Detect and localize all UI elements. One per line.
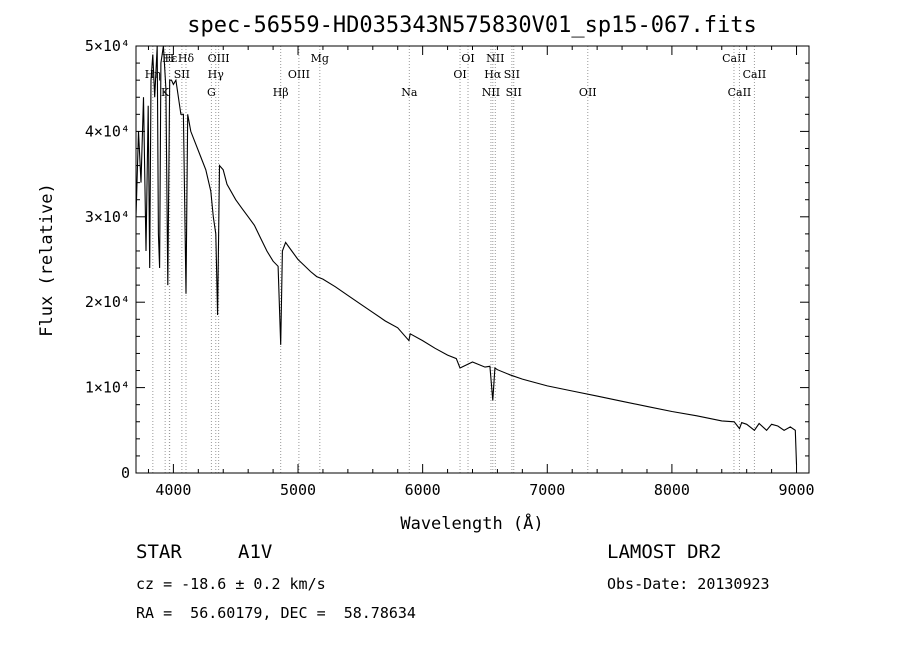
spectrum-line xyxy=(135,45,798,465)
x-tick-label: 6000 xyxy=(405,481,441,499)
y-tick-label: 3×10⁴ xyxy=(85,208,130,226)
line-marker-label: H xyxy=(165,52,175,65)
line-marker-label: CaII xyxy=(728,86,752,99)
x-tick-label: 8000 xyxy=(654,481,690,499)
line-marker-label: Hδ xyxy=(178,52,195,65)
y-tick-label: 1×10⁴ xyxy=(85,379,130,397)
line-marker-label: OI xyxy=(453,68,466,81)
spectral-subclass: A1V xyxy=(238,541,273,563)
line-marker-label: Na xyxy=(401,86,418,99)
line-marker-label: Hη xyxy=(145,68,161,81)
observation-date: Obs-Date: 20130923 xyxy=(607,575,770,593)
survey-name: LAMOST DR2 xyxy=(607,541,722,563)
y-tick-label: 4×10⁴ xyxy=(85,122,130,140)
line-marker-label: Hβ xyxy=(273,86,289,99)
line-marker-label: Hγ xyxy=(208,68,225,81)
line-marker-label: Hα xyxy=(484,68,502,81)
x-tick-label: 9000 xyxy=(778,481,814,499)
line-marker-label: NII xyxy=(486,52,504,65)
line-marker-label: G xyxy=(207,86,216,99)
line-marker-label: OIII xyxy=(288,68,310,81)
line-marker-label: OIII xyxy=(208,52,230,65)
chart-title: spec-56559-HD035343N575830V01_sp15-067.f… xyxy=(187,13,757,38)
line-marker-label: CaII xyxy=(722,52,746,65)
x-tick-label: 7000 xyxy=(529,481,565,499)
line-marker-label: NII xyxy=(482,86,500,99)
y-tick-label: 2×10⁴ xyxy=(85,293,130,311)
y-tick-label: 5×10⁴ xyxy=(85,37,130,55)
y-tick-label: 0 xyxy=(121,464,130,482)
x-tick-label: 4000 xyxy=(155,481,191,499)
line-marker-label: SII xyxy=(506,86,522,99)
line-marker-label: Mg xyxy=(311,52,329,65)
line-marker-label: SII xyxy=(504,68,520,81)
axis-ticks: 4000 5000 6000 7000 8000 9000 0 1×10⁴ 2×10⁴ 3×10⁴… xyxy=(85,37,815,499)
redshift-cz: cz = -18.6 ± 0.2 km/s xyxy=(136,575,326,593)
line-marker-label: OII xyxy=(579,86,597,99)
x-tick-label: 5000 xyxy=(280,481,316,499)
plot-frame xyxy=(135,45,810,474)
line-marker-label: SII xyxy=(174,68,190,81)
x-axis-label: Wavelength (Å) xyxy=(400,512,543,534)
line-marker-label: OI xyxy=(461,52,474,65)
y-axis-label: Flux (relative) xyxy=(37,183,57,337)
coordinates: RA = 56.60179, DEC = 58.78634 xyxy=(136,604,416,622)
object-type: STAR xyxy=(136,541,182,563)
line-marker-label: CaII xyxy=(743,68,767,81)
